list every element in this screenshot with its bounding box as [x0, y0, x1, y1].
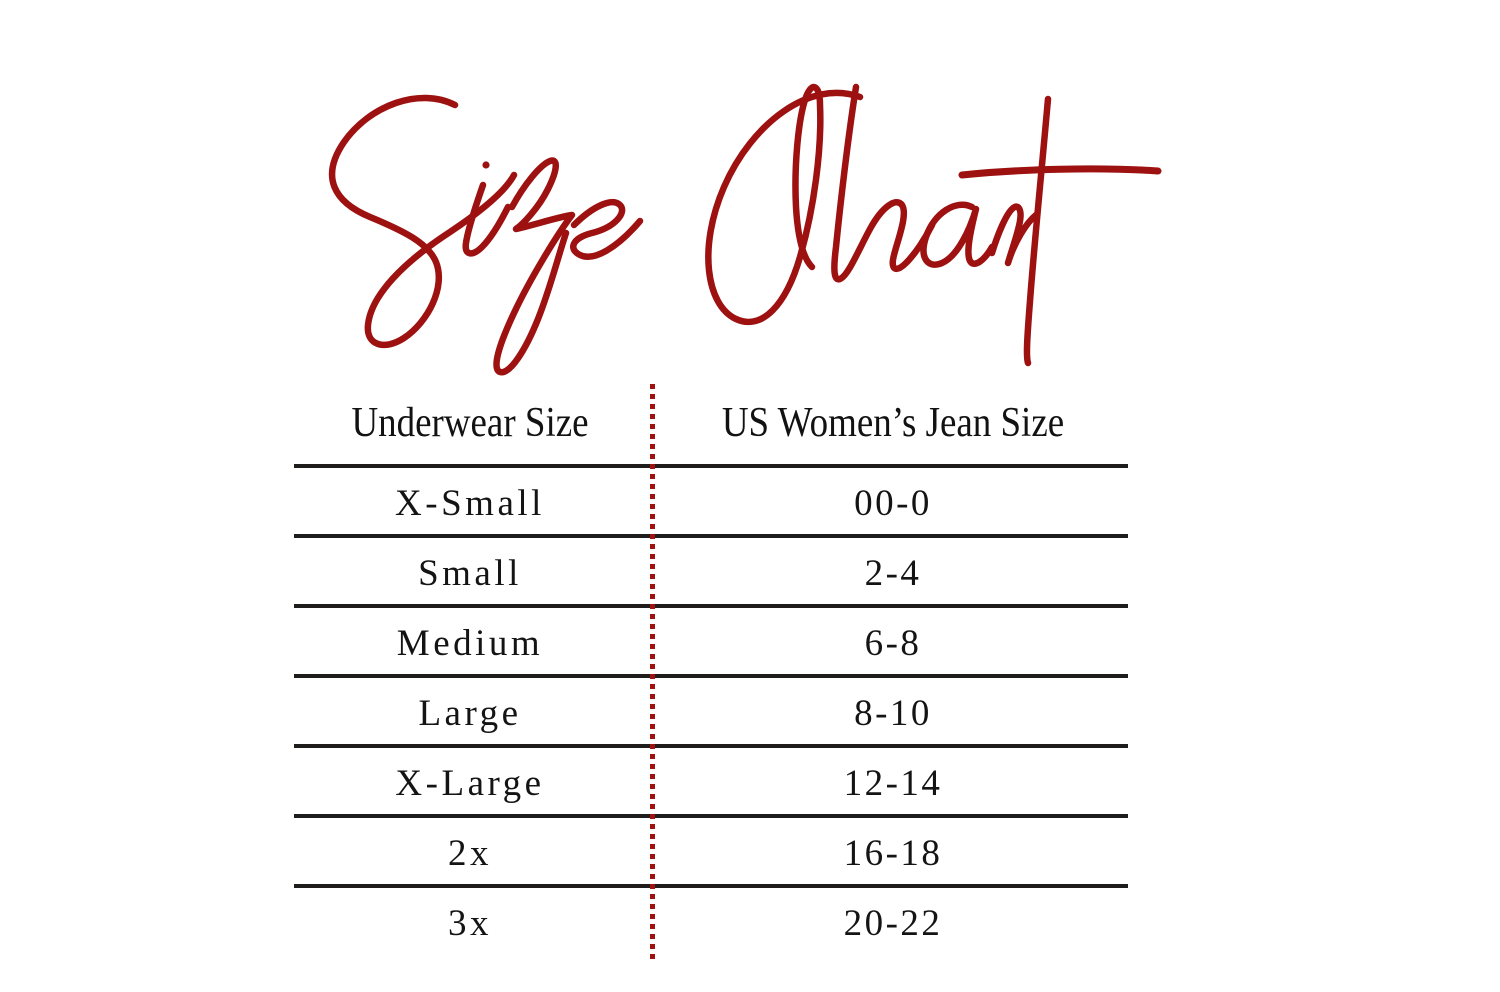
- table-rule: [294, 814, 1128, 818]
- table-rule: [294, 604, 1128, 608]
- table-row: 3x 20-22: [294, 888, 1130, 958]
- column-header-jean-size: US Women’s Jean Size: [721, 400, 1065, 446]
- cell-underwear-size: 2x: [448, 832, 492, 874]
- table-body: X-Small 00-0 Small 2-4 Medium 6-8 Large …: [294, 384, 1130, 964]
- table-rule: [294, 884, 1128, 888]
- size-chart-script-title: Size Chart: [328, 83, 1162, 376]
- table-rules: [294, 384, 1130, 964]
- cell-jean-size: 16-18: [843, 832, 943, 874]
- table-row: Small 2-4: [294, 538, 1130, 608]
- table-row: X-Small 00-0: [294, 468, 1130, 538]
- column-divider-dotted-line: [650, 384, 655, 962]
- table-row: 2x 16-18: [294, 818, 1130, 888]
- cell-jean-size: 8-10: [854, 692, 932, 734]
- cell-jean-size: 12-14: [843, 762, 943, 804]
- cell-jean-size: 6-8: [864, 622, 922, 664]
- table-rule: [294, 464, 1128, 468]
- column-header-underwear-size: Underwear Size: [351, 400, 589, 446]
- cell-jean-size: 00-0: [854, 482, 932, 524]
- cell-jean-size: 2-4: [864, 552, 922, 594]
- table-rule: [294, 534, 1128, 538]
- cell-underwear-size: 3x: [448, 902, 492, 944]
- cell-underwear-size: X-Large: [395, 762, 545, 804]
- cell-underwear-size: Small: [418, 552, 522, 594]
- cell-underwear-size: Large: [418, 692, 522, 734]
- table-row: Large 8-10: [294, 678, 1130, 748]
- table-header-row: Underwear Size US Women’s Jean Size: [294, 384, 1130, 464]
- page-title: Size Chart: [0, 52, 1500, 382]
- size-chart-table: Underwear Size US Women’s Jean Size X-Sm…: [294, 384, 1130, 964]
- cell-underwear-size: X-Small: [395, 482, 545, 524]
- cell-underwear-size: Medium: [396, 622, 544, 664]
- table-row: X-Large 12-14: [294, 748, 1130, 818]
- table-rule: [294, 744, 1128, 748]
- table-row: Medium 6-8: [294, 608, 1130, 678]
- cell-jean-size: 20-22: [843, 902, 943, 944]
- table-rule: [294, 674, 1128, 678]
